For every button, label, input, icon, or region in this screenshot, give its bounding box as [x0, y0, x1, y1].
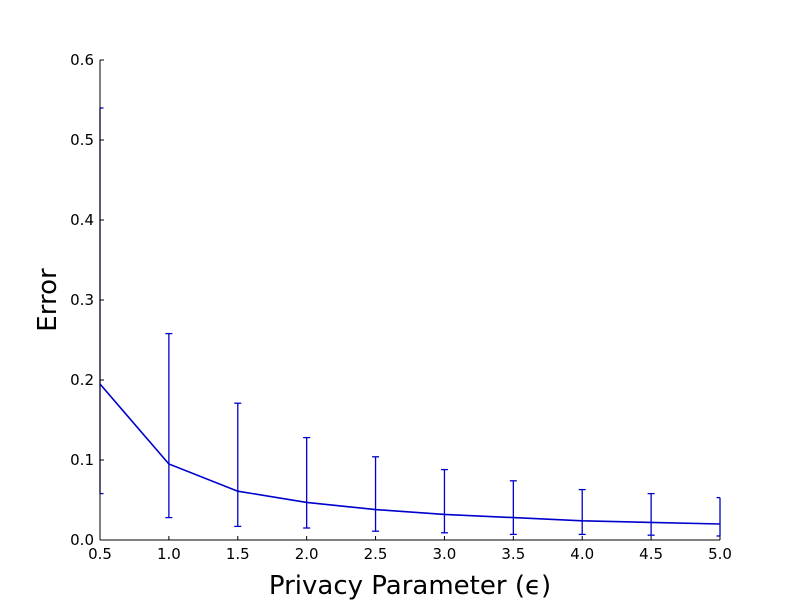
- error-bar: [647, 492, 655, 536]
- error-bars: [99, 107, 721, 537]
- y-tick-label: 0.6: [70, 51, 94, 69]
- y-tick-label: 0.2: [70, 371, 94, 389]
- error-bar: [372, 456, 380, 532]
- error-bar: [99, 107, 104, 495]
- axes: [99, 60, 720, 541]
- x-tick-label: 5.0: [708, 545, 732, 563]
- error-bar: [509, 480, 517, 536]
- error-bar: [440, 468, 448, 534]
- error-bar: [165, 332, 173, 519]
- error-bar: [578, 488, 586, 536]
- y-axis-title: Error: [33, 268, 63, 332]
- error-bar: [716, 496, 721, 537]
- x-tick-label: 4.5: [639, 545, 663, 563]
- x-tick-label: 1.0: [157, 545, 181, 563]
- x-tick-label: 3.0: [433, 545, 457, 563]
- x-tick-label: 3.5: [501, 545, 525, 563]
- y-tick-label: 0.5: [70, 131, 94, 149]
- y-tick-label: 0.3: [70, 291, 94, 309]
- y-tick-label: 0.1: [70, 451, 94, 469]
- y-tick-label: 0.4: [70, 211, 94, 229]
- series-line: [99, 383, 721, 525]
- x-tick-label: 1.5: [226, 545, 250, 563]
- ticks: 0.5 1.0 1.5 2.0 2.5 3.0 3.5 4.0 4.5 5.0 0.0 0.1 0.2 0…: [70, 51, 732, 563]
- y-tick-label: 0.0: [70, 531, 94, 549]
- x-tick-label: 2.5: [364, 545, 388, 563]
- x-tick-label: 4.0: [570, 545, 594, 563]
- x-tick-label: 2.0: [295, 545, 319, 563]
- error-bar: [303, 436, 311, 529]
- x-axis-title: Privacy Parameter (ϵ): [269, 571, 551, 600]
- x-tick-label: 0.5: [88, 545, 112, 563]
- error-bar: [234, 402, 242, 528]
